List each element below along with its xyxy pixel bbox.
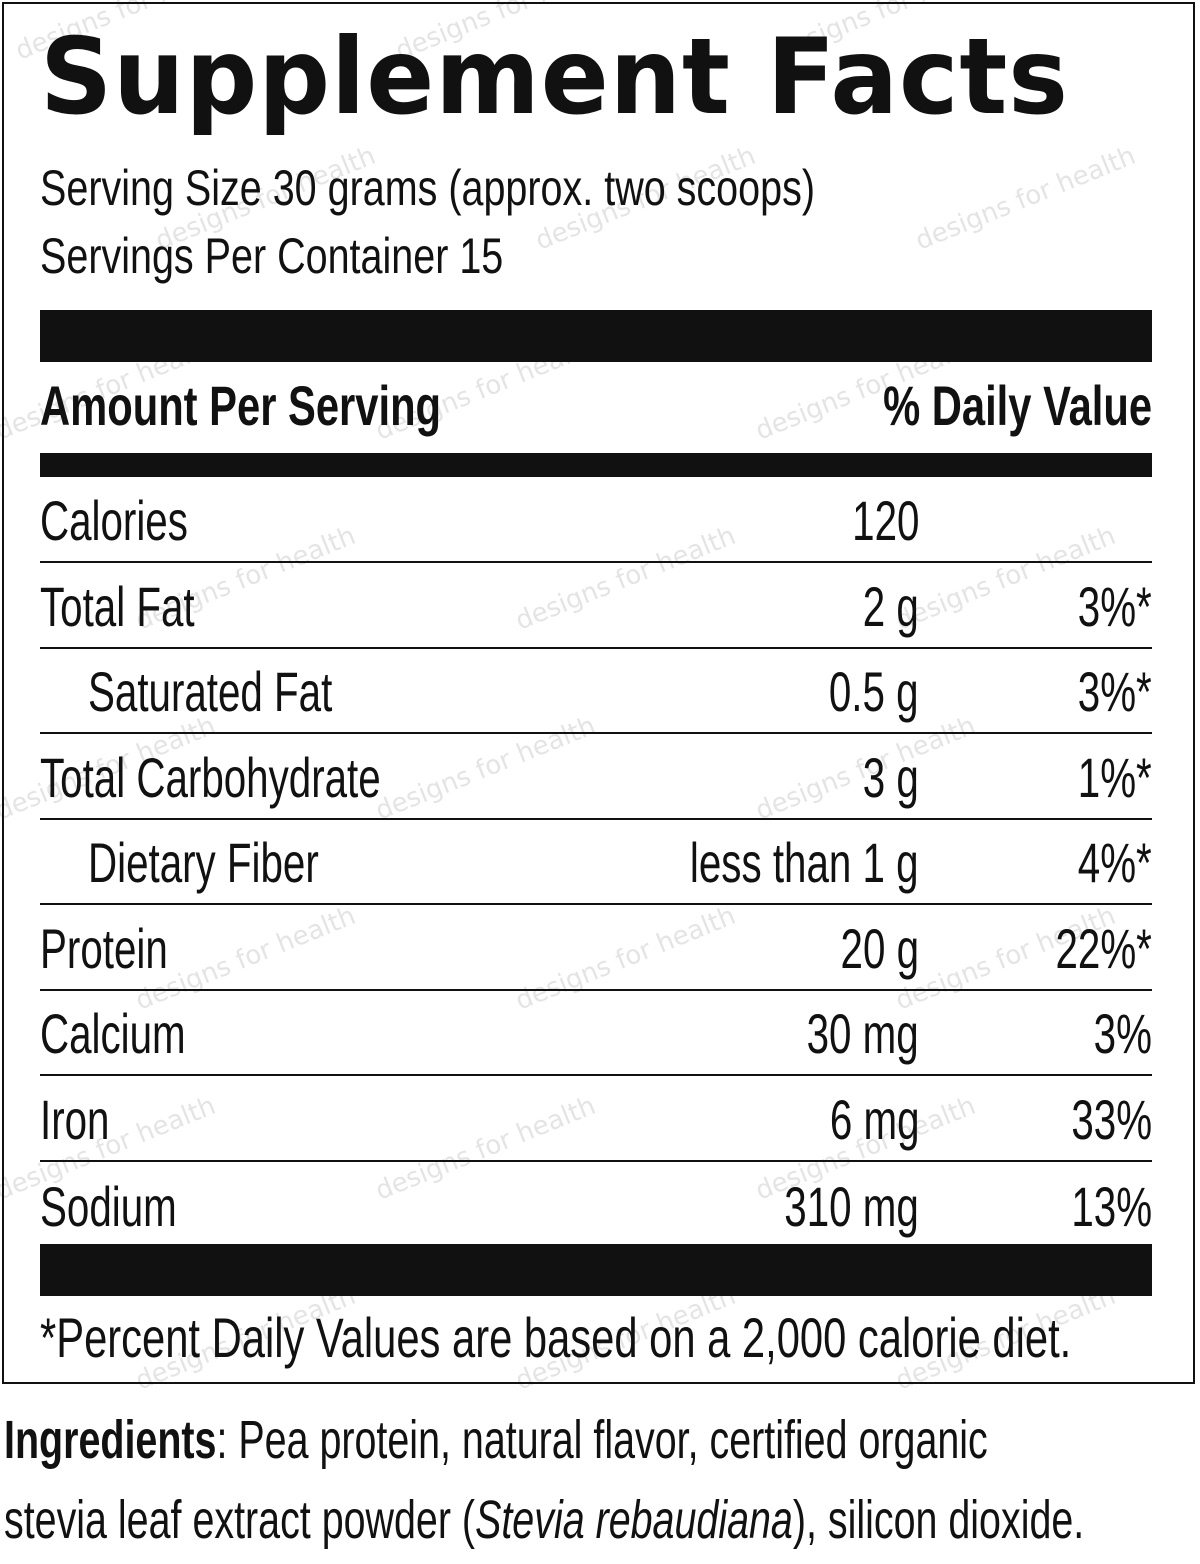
nutrient-amount: 30 mg (806, 1002, 919, 1065)
ingredients-statement: Ingredients: Pea protein, natural flavor… (4, 1400, 1194, 1560)
nutrient-row: Total Fat 2 g 3%* (40, 564, 1152, 649)
nutrient-amount: 0.5 g (829, 660, 919, 723)
nutrient-row: Calories 120 (40, 478, 1152, 563)
nutrient-amount: 310 mg (784, 1175, 919, 1238)
daily-value-header: % Daily Value (882, 374, 1152, 437)
nutrient-amount: 3 g (862, 745, 919, 809)
nutrient-row: Calcium 30 mg 3% (40, 991, 1152, 1076)
ingredients-line-2: stevia leaf extract powder (Stevia rebau… (4, 1480, 1194, 1560)
ingredients-label: Ingredients (4, 1410, 217, 1470)
nutrient-amount: 120 (851, 489, 919, 552)
nutrient-daily-value: 33% (1071, 1087, 1152, 1151)
nutrient-row: Sodium 310 mg 13% (40, 1162, 1152, 1247)
nutrient-daily-value: 13% (1071, 1175, 1152, 1238)
nutrient-name: Calories (40, 489, 188, 552)
ingredients-text-1: : Pea protein, natural flavor, certified… (216, 1410, 988, 1470)
nutrient-name: Protein (40, 916, 168, 980)
nutrient-row: Saturated Fat 0.5 g 3%* (40, 649, 1152, 734)
panel-title: Supplement Facts (40, 16, 1069, 138)
nutrient-daily-value: 3%* (1078, 574, 1152, 638)
nutrient-name: Total Carbohydrate (40, 745, 381, 809)
nutrient-daily-value: 3% (1093, 1002, 1152, 1065)
nutrient-name: Iron (40, 1087, 110, 1151)
nutrient-daily-value: 22%* (1055, 916, 1152, 980)
amount-per-serving-header: Amount Per Serving (40, 374, 442, 437)
nutrient-name: Dietary Fiber (88, 831, 319, 894)
ingredients-text-2: stevia leaf extract powder ( (4, 1490, 476, 1550)
nutrient-name: Total Fat (40, 574, 195, 638)
ingredients-species: Stevia rebaudiana (475, 1490, 793, 1550)
nutrient-amount: less than 1 g (690, 831, 919, 894)
nutrient-amount: 6 mg (829, 1087, 919, 1151)
nutrient-name: Saturated Fat (88, 660, 333, 723)
nutrient-name: Sodium (40, 1175, 177, 1238)
serving-size: Serving Size 30 grams (approx. two scoop… (40, 160, 815, 216)
ingredients-text-3: ), silicon dioxide. (792, 1490, 1085, 1550)
thick-divider-middle (40, 453, 1152, 477)
nutrient-daily-value: 1%* (1078, 745, 1152, 809)
thick-divider-top (40, 310, 1152, 362)
nutrient-row: Protein 20 g 22%* (40, 906, 1152, 991)
nutrient-daily-value: 4%* (1078, 831, 1152, 894)
supplement-facts-panel (2, 2, 1195, 1384)
nutrient-amount: 20 g (840, 916, 919, 980)
nutrient-row: Total Carbohydrate 3 g 1%* (40, 735, 1152, 820)
nutrient-amount: 2 g (862, 574, 919, 638)
servings-per-container: Servings Per Container 15 (40, 228, 504, 284)
nutrient-name: Calcium (40, 1002, 186, 1065)
nutrient-row: Iron 6 mg 33% (40, 1077, 1152, 1162)
ingredients-line-1: Ingredients: Pea protein, natural flavor… (4, 1400, 1194, 1480)
daily-value-footnote: *Percent Daily Values are based on a 2,0… (40, 1306, 1072, 1369)
thick-divider-bottom (40, 1244, 1152, 1296)
column-header-row: Amount Per Serving % Daily Value (40, 375, 1152, 437)
nutrient-daily-value: 3%* (1078, 660, 1152, 723)
nutrient-row: Dietary Fiber less than 1 g 4%* (40, 820, 1152, 905)
